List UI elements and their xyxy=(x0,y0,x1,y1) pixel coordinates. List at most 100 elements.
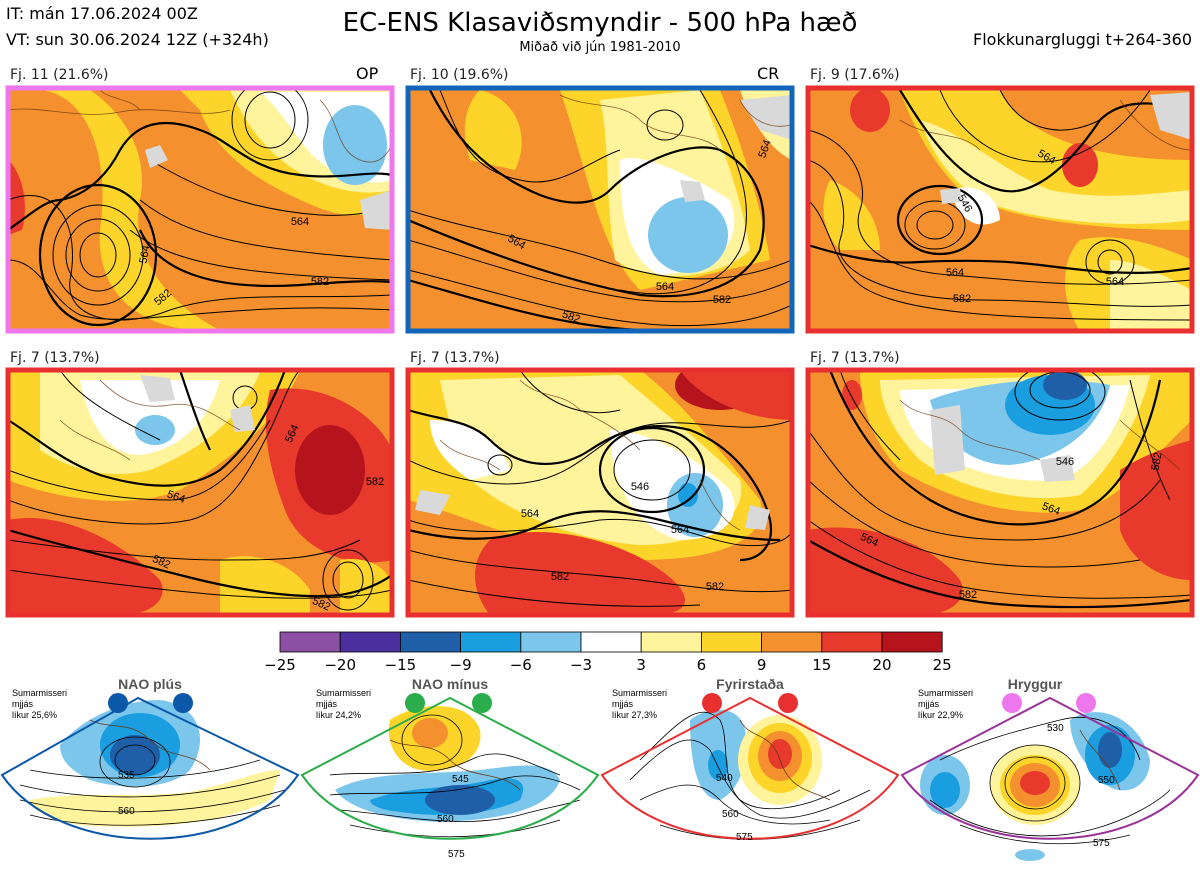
colorbar-tick-label: 20 xyxy=(872,656,891,674)
regime-1-note-1: Sumarmisseri xyxy=(12,688,67,698)
regime-1-contour-b: 560 xyxy=(118,806,135,817)
p6-contour-label-a: 546 xyxy=(1056,456,1074,468)
classification-window: Flokkunargluggi t+264-360 xyxy=(973,30,1192,49)
regime-blocking xyxy=(600,693,900,840)
cluster-1-border xyxy=(5,85,395,334)
cluster-4-border xyxy=(5,367,395,618)
colorbar: −25 −20 −15 −9 −6 −3 3 6 9 15 20 25 xyxy=(264,631,952,674)
regime-3-dot-left xyxy=(702,693,722,713)
p5-contour-label-e: 582 xyxy=(706,581,724,593)
colorbar-tick-label: 25 xyxy=(933,656,952,674)
p6-contour-label-d: 582 xyxy=(959,589,977,601)
p6-contour-label-b: 564 xyxy=(1040,500,1061,518)
cluster-5-label: Fj. 7 (13.7%) xyxy=(410,350,500,366)
regime-2-note-3: líkur 24,2% xyxy=(316,710,361,720)
regime-3-note-2: mjjás xyxy=(612,699,634,709)
valid-time: VT: sun 30.06.2024 12Z (+324h) xyxy=(6,30,269,49)
colorbar-bin xyxy=(520,631,582,653)
p2-contour-label-d: 582 xyxy=(713,294,731,306)
cluster-map-5 xyxy=(408,370,792,615)
init-time: IT: mán 17.06.2024 00Z xyxy=(6,4,198,23)
colorbar-bin xyxy=(399,631,461,653)
p2-contour-label-e: 564 xyxy=(756,138,774,159)
regime-nao-plus xyxy=(0,693,300,840)
cluster-map-2 xyxy=(408,88,792,331)
colorbar-bin xyxy=(821,631,883,653)
p5-contour-label-d: 582 xyxy=(551,571,569,583)
p4-contour-label-a: 564 xyxy=(165,488,186,506)
regime-2-contour-a: 545 xyxy=(452,774,469,785)
p5-contour-label-a: 546 xyxy=(631,481,649,493)
regime-4-contour-a: 530 xyxy=(1047,723,1064,734)
regime-4-note-2: mjjás xyxy=(918,699,940,709)
cluster-1-tag: OP xyxy=(356,64,379,83)
regime-3-note-3: líkur 27,3% xyxy=(612,710,657,720)
cluster-map-1 xyxy=(8,88,392,331)
p2-contour-label-b: 564 xyxy=(656,281,674,293)
cluster-6-label: Fj. 7 (13.7%) xyxy=(810,350,900,366)
cluster-6-border xyxy=(805,367,1195,618)
p1-contour-label-b: 582 xyxy=(311,276,329,288)
regime-3-contour-c: 575 xyxy=(736,832,753,843)
regime-3-note-1: Sumarmisseri xyxy=(612,688,667,698)
regime-4-note-3: líkur 22,9% xyxy=(918,710,963,720)
regime-2-title: NAO mínus xyxy=(412,676,488,692)
regime-1-note-2: mjjás xyxy=(12,699,34,709)
p5-contour-label-c: 564 xyxy=(671,524,689,536)
cluster-map-4 xyxy=(8,370,392,615)
p1-contour-label-d: 564 xyxy=(138,244,153,264)
regime-2-dot-left xyxy=(405,693,425,713)
regime-4-dot-right xyxy=(1076,693,1096,713)
regime-1-contour-a: 535 xyxy=(118,770,135,781)
colorbar-bin xyxy=(701,631,763,653)
regime-2-note-1: Sumarmisseri xyxy=(316,688,371,698)
p2-contour-label-c: 582 xyxy=(560,308,581,326)
cluster-3-border xyxy=(805,85,1195,334)
regime-2-contour-b: 560 xyxy=(437,814,454,825)
cluster-2-tag: CR xyxy=(757,64,780,83)
colorbar-tick-label: −9 xyxy=(450,656,472,674)
regime-ridge xyxy=(900,693,1200,861)
page-title: EC-ENS Klasaviðsmyndir - 500 hPa hæð xyxy=(342,8,858,38)
colorbar-bin xyxy=(640,631,702,653)
p3-contour-label-a: 564 xyxy=(946,267,964,279)
p4-contour-label-b: 582 xyxy=(366,476,384,488)
p5-contour-label-b: 564 xyxy=(521,508,539,520)
cluster-4-label: Fj. 7 (13.7%) xyxy=(10,350,100,366)
colorbar-bin xyxy=(761,631,823,653)
cluster-2-border xyxy=(405,85,795,334)
p3-contour-label-b: 582 xyxy=(953,293,971,305)
regime-2-dot-right xyxy=(472,693,492,713)
colorbar-tick-label: −3 xyxy=(570,656,592,674)
colorbar-tick-label: 9 xyxy=(757,656,767,674)
regime-4-contour-c: 575 xyxy=(1093,838,1110,849)
colorbar-bin xyxy=(881,631,943,653)
colorbar-tick-label: 6 xyxy=(697,656,707,674)
colorbar-bin xyxy=(460,631,522,653)
regime-4-contour-b: 550 xyxy=(1098,775,1115,786)
cluster-1-label: Fj. 11 (21.6%) xyxy=(10,67,109,83)
colorbar-tick-label: −25 xyxy=(264,656,296,674)
regime-2-note-2: mjjás xyxy=(316,699,338,709)
p3-contour-label-d: 564 xyxy=(1106,276,1124,288)
regime-1-dot-right xyxy=(173,693,193,713)
cluster-2-label: Fj. 10 (19.6%) xyxy=(410,67,509,83)
cluster-5-border xyxy=(405,367,795,618)
regime-3-contour-a: 540 xyxy=(716,773,733,784)
cluster-map-6 xyxy=(808,370,1192,615)
regime-1-note-3: líkur 25,6% xyxy=(12,710,57,720)
colorbar-tick-label: −6 xyxy=(510,656,532,674)
colorbar-bin xyxy=(339,631,401,653)
regime-3-dot-right xyxy=(778,693,798,713)
cluster-map-3 xyxy=(808,88,1192,331)
regime-4-dot-left xyxy=(1002,693,1022,713)
p1-contour-label-a: 564 xyxy=(291,216,309,228)
page-subtitle: Miðað við jún 1981-2010 xyxy=(519,40,681,55)
regime-nao-minus xyxy=(300,693,600,840)
regime-4-title: Hryggur xyxy=(1008,676,1063,692)
colorbar-tick-label: −15 xyxy=(385,656,417,674)
p6-contour-label-e: 582 xyxy=(1150,451,1165,471)
regime-2-contour-c: 575 xyxy=(448,849,465,860)
regime-3-contour-b: 560 xyxy=(722,809,739,820)
